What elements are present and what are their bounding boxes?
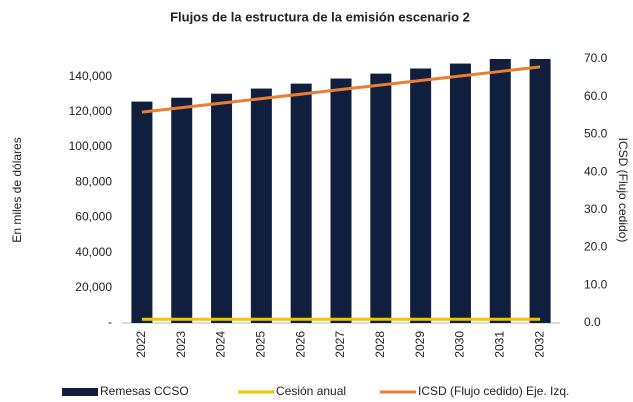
y-tick-label: 60,000 xyxy=(75,210,112,224)
bar xyxy=(131,101,153,323)
chart-title: Flujos de la estructura de la emisión es… xyxy=(170,9,470,24)
x-tick-label: 2022 xyxy=(134,331,148,358)
x-tick-label: 2026 xyxy=(293,331,307,358)
x-tick-label: 2028 xyxy=(373,331,387,358)
bar xyxy=(290,83,312,323)
y-tick-label: 80,000 xyxy=(75,174,112,188)
y2-tick-label: 0.0 xyxy=(584,315,601,329)
y2-tick-label: 70.0 xyxy=(584,51,608,65)
y2-tick-label: 60.0 xyxy=(584,89,608,103)
x-tick-label: 2031 xyxy=(492,331,506,358)
y-tick-label: 100,000 xyxy=(69,139,113,153)
x-tick-label: 2023 xyxy=(174,331,188,358)
y2-axis-label: ICSD (Flujo cedido) xyxy=(616,138,630,243)
legend-label: ICSD (Flujo cedido) Eje. Izq. xyxy=(418,384,569,398)
bar xyxy=(171,97,193,323)
y2-tick-label: 10.0 xyxy=(584,277,608,291)
x-tick-label: 2027 xyxy=(333,331,347,358)
x-tick-label: 2029 xyxy=(413,331,427,358)
y-axis-label: En miles de dólares xyxy=(10,137,24,242)
y-tick-label: 40,000 xyxy=(75,245,112,259)
bar xyxy=(370,73,392,323)
bar xyxy=(250,88,272,324)
bar xyxy=(449,63,471,324)
legend-label: Cesión anual xyxy=(276,384,346,398)
y2-tick-label: 50.0 xyxy=(584,127,608,141)
y2-tick-label: 20.0 xyxy=(584,240,608,254)
line-series xyxy=(141,65,541,114)
bar xyxy=(330,78,352,323)
legend-swatch xyxy=(62,388,98,396)
bar xyxy=(410,68,432,323)
x-tick-label: 2025 xyxy=(254,331,268,358)
y-tick-label: - xyxy=(108,315,112,329)
y2-tick-label: 30.0 xyxy=(584,202,608,216)
y-tick-label: 120,000 xyxy=(69,104,113,118)
bar xyxy=(489,59,511,323)
x-tick-label: 2030 xyxy=(453,331,467,358)
y-tick-label: 20,000 xyxy=(75,280,112,294)
bar xyxy=(211,93,233,323)
y-tick-label: 140,000 xyxy=(69,69,113,83)
bar xyxy=(529,59,551,323)
y2-tick-label: 40.0 xyxy=(584,164,608,178)
legend-label: Remesas CCSO xyxy=(100,384,189,398)
x-tick-label: 2024 xyxy=(214,331,228,358)
x-tick-label: 2032 xyxy=(532,331,546,358)
